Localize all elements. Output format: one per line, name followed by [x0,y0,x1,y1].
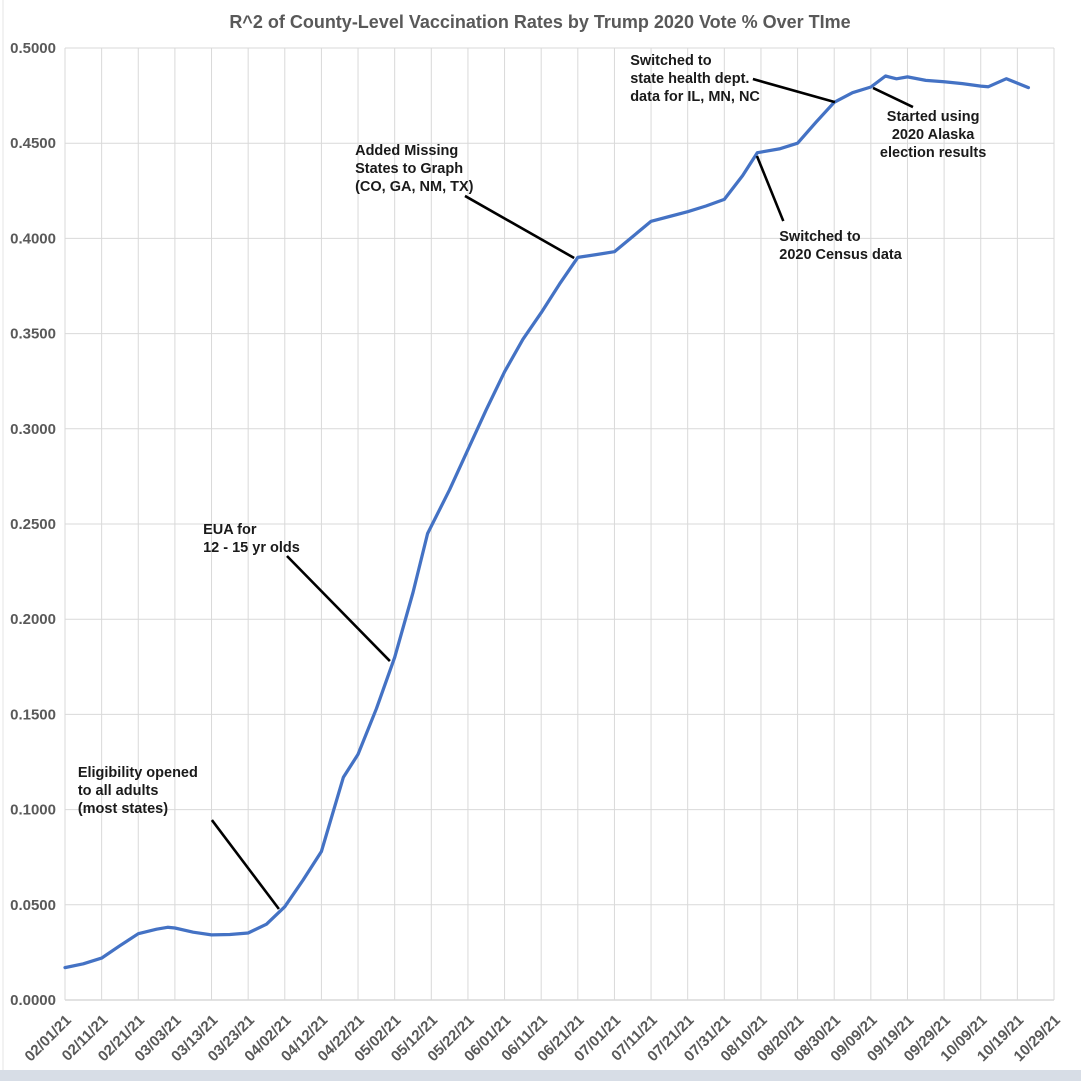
annotation-text-line: Eligibility opened [78,765,198,781]
annotation-text-line: 2020 Census data [779,247,902,263]
annotation-leader-eua-12-15-yr-olds [286,555,391,662]
r2-trend-line [63,74,1031,970]
annotation-text-line: 12 - 15 yr olds [203,540,300,556]
y-axis-label: 0.1500 [10,706,56,723]
y-axis-label: 0.4500 [10,135,56,152]
annotation-text-line: (most states) [78,801,168,817]
annotation-eua-12-15-yr-olds: EUA for 12 - 15 yr olds [203,522,300,556]
annotation-alaska-2020-results: Started using 2020 Alaska election results [880,109,986,161]
annotation-text-line: EUA for [203,522,257,538]
y-axis-label: 0.3500 [10,326,56,343]
y-axis-label: 0.2500 [10,516,56,533]
chart-title: R^2 of County-Level Vaccination Rates by… [229,12,850,32]
annotation-text-line: to all adults [78,783,159,799]
annotation-text-line: (CO, GA, NM, TX) [355,179,474,195]
annotation-eligibility-all-adults: Eligibility opened to all adults (most sta… [78,765,198,817]
y-axis-label: 0.0500 [10,897,56,914]
annotation-leader-alaska-2020-results [872,86,914,109]
window-bottom-strip [0,1070,1081,1081]
annotation-text-line: Switched to [630,53,712,69]
y-axis-label: 0.0000 [10,992,56,1009]
annotation-text-line: data for IL, MN, NC [630,89,760,105]
annotation-added-missing-states: Added Missing States to Graph (CO, GA, NM,… [355,143,474,195]
y-axis-label: 0.5000 [10,40,56,57]
y-axis-label: 0.3000 [10,421,56,438]
annotation-text-line: Started using [887,109,980,125]
annotation-leader-state-health-dept-data [752,77,836,104]
y-axis-label: 0.1000 [10,802,56,819]
annotation-text-line: Added Missing [355,143,458,159]
annotation-leader-added-missing-states [464,194,575,260]
annotation-text-line: state health dept. [630,71,749,87]
annotation-text-line: Switched to [779,229,861,245]
y-axis-label: 0.4000 [10,230,56,247]
annotation-census-2020-data: Switched to 2020 Census data [779,229,902,263]
annotation-leader-census-2020-data [755,155,785,222]
annotation-leader-eligibility-all-adults [210,819,280,910]
annotation-text-line: 2020 Alaska [892,127,975,143]
y-axis-label: 0.2000 [10,611,56,628]
annotation-state-health-dept-data: Switched to state health dept. data for IL… [630,53,760,105]
annotation-text-line: States to Graph [355,161,463,177]
annotation-text-line: election results [880,145,986,161]
